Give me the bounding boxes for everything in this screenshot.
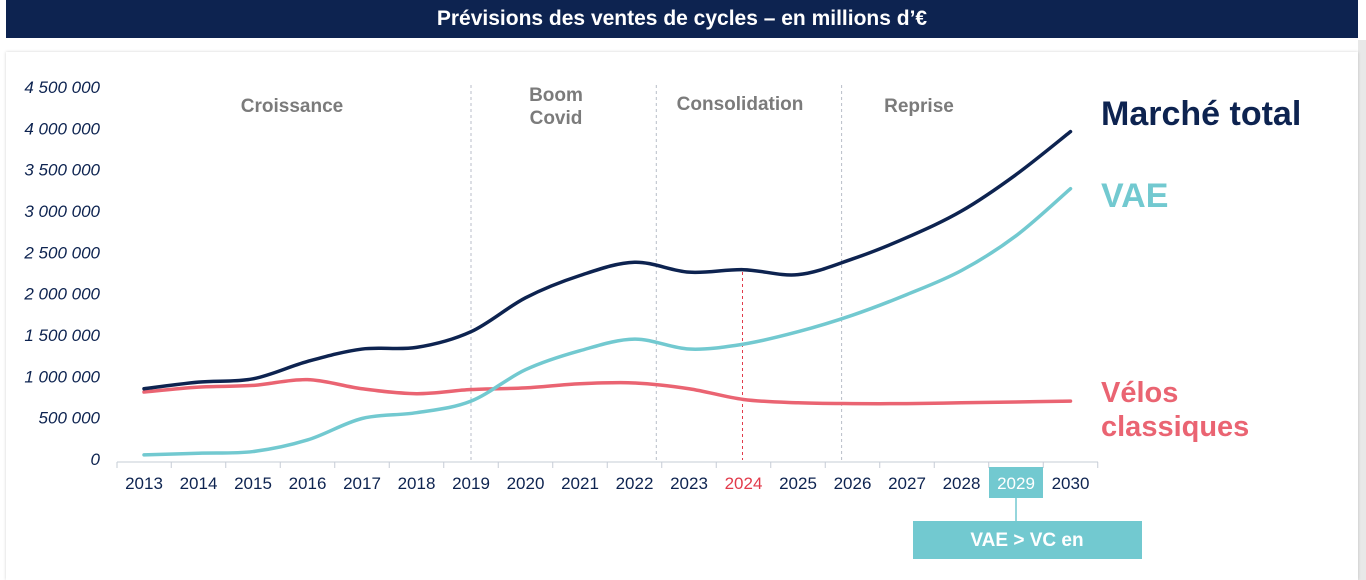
series-label: Vélos [1101, 377, 1178, 409]
x-tick-label: 2018 [398, 474, 436, 493]
x-tick-label: 2014 [180, 474, 218, 493]
phase-label-line2: Covid [530, 108, 583, 129]
x-tick-label: 2019 [452, 474, 490, 493]
x-tick-label: 2023 [670, 474, 708, 493]
series-label: Marché total [1101, 95, 1301, 133]
y-tick-label: 500 000 [39, 409, 101, 428]
x-tick-label: 2022 [616, 474, 654, 493]
y-tick-label: 0 [91, 450, 101, 469]
y-tick-label: 4 000 000 [24, 119, 100, 138]
series-line [142, 377, 1073, 406]
x-tick-label: 2024 [725, 474, 763, 493]
x-tick-label: 2029 [997, 474, 1035, 493]
x-tick-label: 2027 [888, 474, 926, 493]
annotation-text: VAE > VC en [970, 530, 1083, 551]
y-tick-label: 1 000 000 [24, 367, 100, 386]
x-tick-label: 2030 [1052, 474, 1090, 493]
y-tick-label: 2 000 000 [23, 285, 100, 304]
y-tick-label: 3 500 000 [24, 161, 100, 180]
phase-label: Consolidation [677, 94, 804, 115]
x-tick-label: 2026 [834, 474, 872, 493]
x-tick-label: 2017 [343, 474, 381, 493]
scroll-edge [1358, 40, 1366, 580]
phase-label: Boom [529, 85, 583, 106]
series-label-line2: classiques [1101, 411, 1249, 443]
phase-label: Croissance [241, 96, 343, 117]
series-line [142, 129, 1073, 391]
x-tick-label: 2021 [561, 474, 599, 493]
x-tick-label: 2028 [943, 474, 981, 493]
annotation-box [913, 521, 1142, 559]
phase-label: Reprise [884, 96, 954, 117]
x-tick-label: 2025 [779, 474, 817, 493]
chart-title: Prévisions des ventes de cycles – en mil… [6, 0, 1358, 38]
crossover-year-box [989, 467, 1043, 498]
x-tick-label: 2015 [234, 474, 272, 493]
y-tick-label: 4 500 000 [24, 78, 100, 97]
x-tick-label: 2013 [125, 474, 163, 493]
chart-panel [6, 52, 1358, 580]
y-tick-label: 2 500 000 [23, 243, 100, 262]
series-line [142, 186, 1073, 457]
x-tick-label: 2016 [289, 474, 327, 493]
y-tick-label: 1 500 000 [24, 326, 100, 345]
x-tick-label: 2020 [507, 474, 545, 493]
y-tick-label: 3 000 000 [24, 202, 100, 221]
series-label: VAE [1101, 177, 1168, 215]
